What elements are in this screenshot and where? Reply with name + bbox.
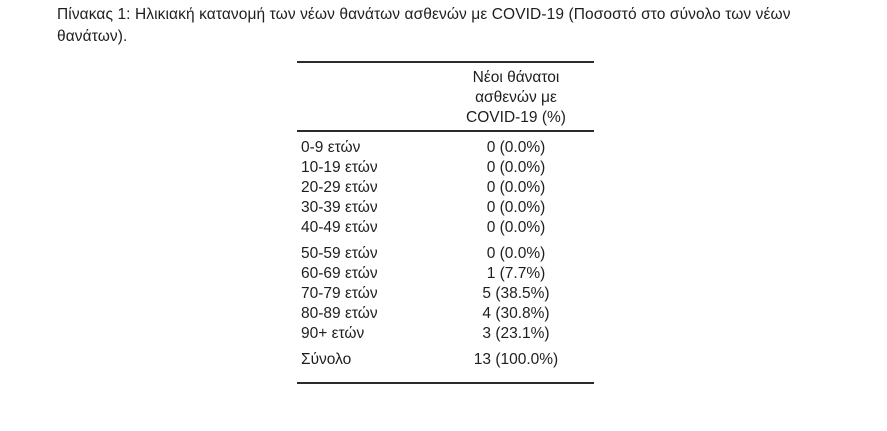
deaths-value: 0 (0.0%) — [486, 244, 546, 262]
age-group-label: 0-9 ετών — [301, 138, 361, 156]
deaths-value: 1 (7.7%) — [486, 264, 546, 282]
table-row: 60-69 ετών 1 (7.7%) — [297, 264, 594, 284]
age-group-label: 10-19 ετών — [301, 158, 378, 176]
table-row: 70-79 ετών 5 (38.5%) — [297, 284, 594, 304]
table-header-row: Νέοι θάνατοι ασθενών με COVID-19 (%) — [297, 68, 594, 128]
table-row: 40-49 ετών 0 (0.0%) — [297, 218, 594, 238]
age-group-label: 20-29 ετών — [301, 178, 378, 196]
age-group-label: 80-89 ετών — [301, 304, 378, 322]
table-row-group: 0-9 ετών 0 (0.0%) 10-19 ετών 0 (0.0%) 20-29 … — [297, 138, 594, 238]
table-row: 50-59 ετών 0 (0.0%) — [297, 244, 594, 264]
total-label: Σύνολο — [301, 350, 352, 368]
table-top-rule — [297, 61, 594, 63]
deaths-value: 0 (0.0%) — [486, 178, 546, 196]
age-group-label: 70-79 ετών — [301, 284, 378, 302]
table-row: 90+ ετών 3 (23.1%) — [297, 324, 594, 344]
table-row: 10-19 ετών 0 (0.0%) — [297, 158, 594, 178]
age-group-label: 60-69 ετών — [301, 264, 378, 282]
deaths-value: 0 (0.0%) — [486, 198, 546, 216]
table-row: 80-89 ετών 4 (30.8%) — [297, 304, 594, 324]
table-bottom-rule — [297, 381, 594, 384]
table-row: 0-9 ετών 0 (0.0%) — [297, 138, 594, 158]
total-deaths-value: 13 (100.0%) — [473, 350, 559, 368]
age-group-label: 30-39 ετών — [301, 198, 378, 216]
table-header-line-2: ασθενών με — [475, 89, 557, 106]
table-body: 0-9 ετών 0 (0.0%) 10-19 ετών 0 (0.0%) 20-29 … — [297, 138, 594, 370]
table-header-line-3: COVID-19 (%) — [466, 109, 566, 126]
age-distribution-table: Νέοι θάνατοι ασθενών με COVID-19 (%) 0-9… — [297, 55, 594, 384]
table-caption: Πίνακας 1: Ηλικιακή κατανομή των νέων θα… — [57, 6, 791, 45]
table-row: 20-29 ετών 0 (0.0%) — [297, 178, 594, 198]
deaths-value: 0 (0.0%) — [486, 138, 546, 156]
deaths-value: 5 (38.5%) — [482, 284, 550, 302]
deaths-value: 0 (0.0%) — [486, 158, 546, 176]
table-row: 30-39 ετών 0 (0.0%) — [297, 198, 594, 218]
table-total-row: Σύνολο 13 (100.0%) — [297, 350, 594, 370]
table-header-line-1: Νέοι θάνατοι — [472, 69, 560, 86]
deaths-value: 3 (23.1%) — [482, 324, 550, 342]
table-row-group: 50-59 ετών 0 (0.0%) 60-69 ετών 1 (7.7%) 70-7… — [297, 244, 594, 344]
table-header-rule — [297, 130, 594, 132]
age-group-label: 40-49 ετών — [301, 218, 378, 236]
deaths-value: 4 (30.8%) — [482, 304, 550, 322]
age-group-label: 50-59 ετών — [301, 244, 378, 262]
age-group-label: 90+ ετών — [301, 324, 365, 342]
table-header-cell: Νέοι θάνατοι ασθενών με COVID-19 (%) — [438, 68, 594, 128]
deaths-value: 0 (0.0%) — [486, 218, 546, 236]
